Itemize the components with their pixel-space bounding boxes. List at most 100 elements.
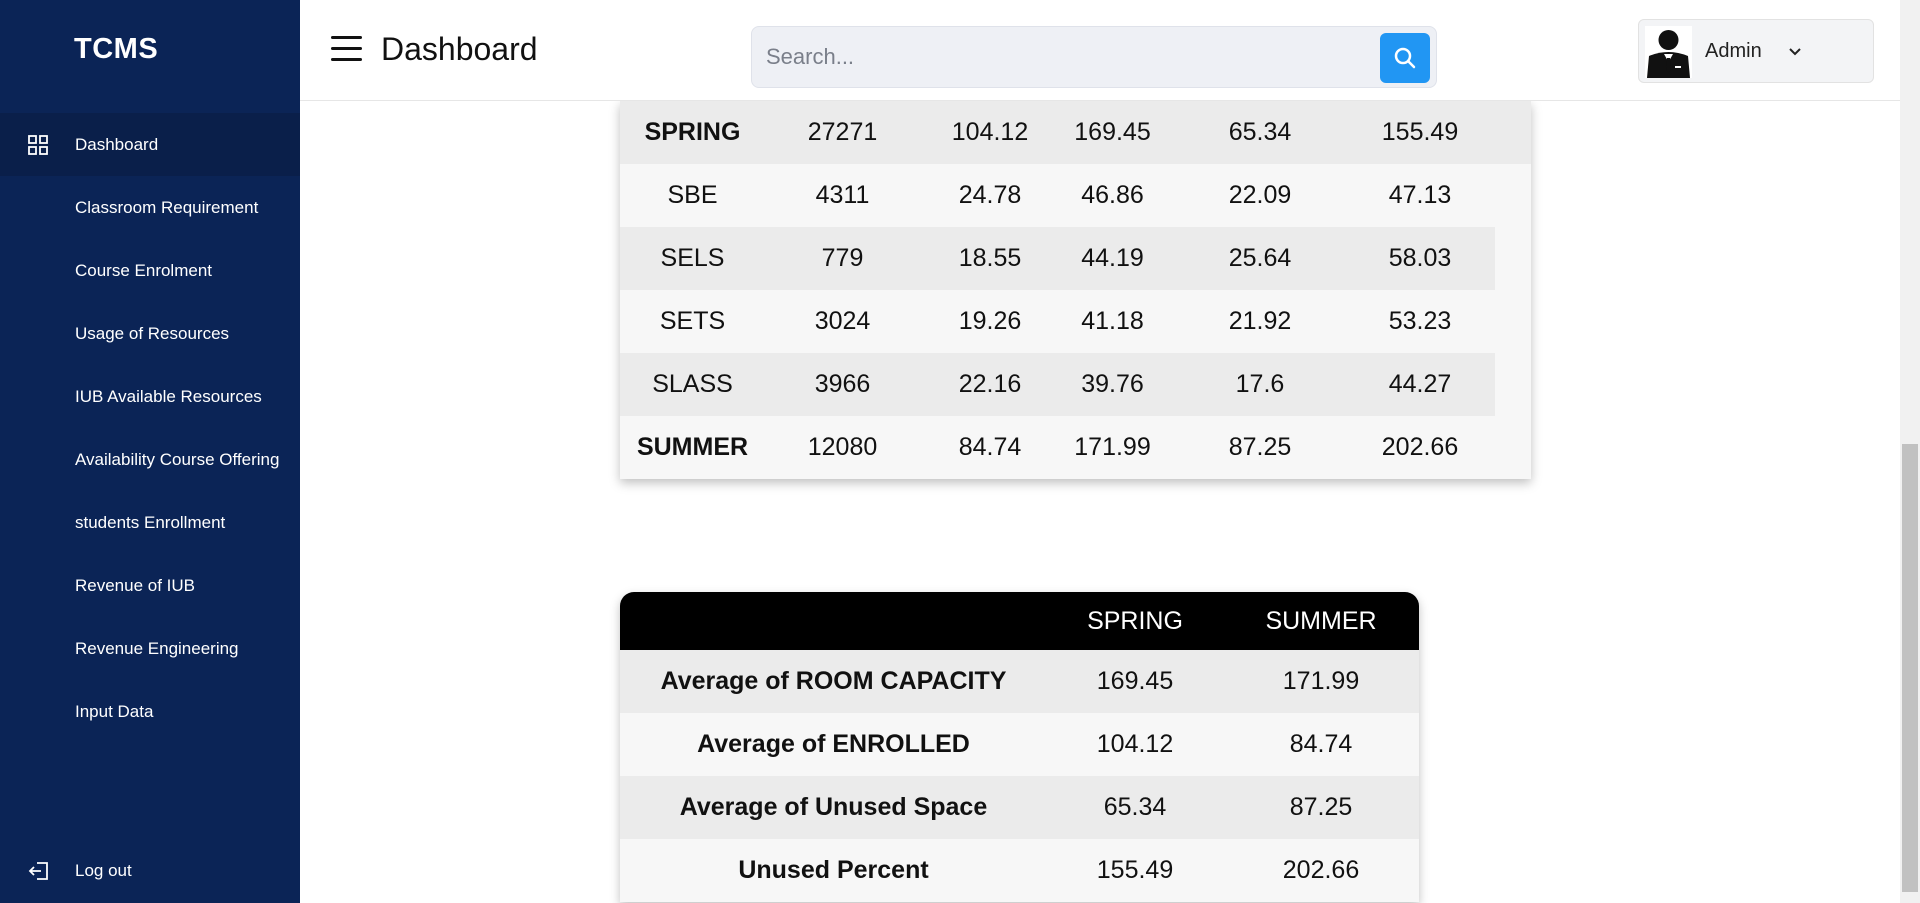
logout-button[interactable]: Log out bbox=[0, 839, 300, 902]
header-cell-spring: SPRING bbox=[1087, 606, 1183, 635]
row-label: SLASS bbox=[652, 370, 733, 398]
spring-value: 155.49 bbox=[1096, 856, 1174, 884]
table-row: Average of Unused Space 65.34 87.25 bbox=[620, 776, 1419, 839]
sidebar-item-revenue-of-iub[interactable]: Revenue of IUB bbox=[0, 554, 300, 617]
sidebar-item-iub-available-resources[interactable]: IUB Available Resources bbox=[0, 365, 300, 428]
logout-label: Log out bbox=[75, 860, 132, 880]
table-cell: 58.03 bbox=[1388, 244, 1452, 272]
table-row: SETS 3024 19.26 41.18 21.92 53.23 bbox=[620, 290, 1531, 353]
table-row: Average of ROOM CAPACITY 169.45 171.99 bbox=[620, 650, 1419, 713]
row-label: SELS bbox=[660, 244, 725, 272]
table-cell: 39.76 bbox=[1081, 370, 1144, 398]
sidebar-menu: Dashboard Classroom Requirement Course E… bbox=[0, 113, 300, 743]
sidebar-item-label: Revenue Engineering bbox=[75, 638, 239, 658]
logout-icon bbox=[28, 861, 48, 880]
table-cell: 22.09 bbox=[1228, 181, 1292, 209]
sidebar-item-input-data[interactable]: Input Data bbox=[0, 680, 300, 743]
summer-value: 202.66 bbox=[1282, 856, 1360, 884]
table-cell: 19.26 bbox=[958, 307, 1022, 335]
user-name: Admin bbox=[1705, 40, 1762, 62]
sidebar-item-label: Dashboard bbox=[75, 134, 159, 154]
sidebar-item-label: Usage of Resources bbox=[75, 323, 230, 343]
sidebar-item-label: Course Enrolment bbox=[75, 260, 213, 280]
search-bar bbox=[751, 26, 1437, 88]
table-cell: 44.27 bbox=[1388, 370, 1452, 398]
table-cell: 18.55 bbox=[958, 244, 1022, 272]
table-row: SUMMER 12080 84.74 171.99 87.25 202.66 bbox=[620, 416, 1531, 479]
semester-summary-table: SPRING SUMMER Average of ROOM CAPACITY 1… bbox=[620, 592, 1419, 902]
table-cell: 12080 bbox=[807, 433, 878, 461]
table-cell: 25.64 bbox=[1228, 244, 1292, 272]
header-cell-summer: SUMMER bbox=[1265, 606, 1377, 635]
row-label: Average of ENROLLED bbox=[697, 730, 970, 758]
brand-logo: TCMS bbox=[74, 33, 159, 65]
summer-value: 171.99 bbox=[1282, 667, 1360, 695]
table-cell: 24.78 bbox=[958, 181, 1022, 209]
row-label: SUMMER bbox=[636, 433, 749, 461]
user-menu[interactable]: Admin bbox=[1638, 19, 1874, 83]
spring-value: 65.34 bbox=[1103, 793, 1167, 821]
scrollbar-thumb[interactable] bbox=[1902, 444, 1918, 892]
table-cell: 84.74 bbox=[958, 433, 1022, 461]
table-cell: 17.6 bbox=[1235, 370, 1285, 398]
sidebar-item-availability-course-offering[interactable]: Availability Course Offering bbox=[0, 428, 300, 491]
page-title: Dashboard bbox=[381, 31, 538, 67]
table-cell: 46.86 bbox=[1081, 181, 1144, 209]
table-cell: 202.66 bbox=[1381, 433, 1459, 461]
table-cell: 169.45 bbox=[1074, 118, 1151, 146]
row-label: SBE bbox=[667, 181, 718, 209]
spring-value: 169.45 bbox=[1096, 667, 1174, 695]
search-icon bbox=[1394, 47, 1416, 69]
row-label: Unused Percent bbox=[738, 856, 929, 884]
grid-icon bbox=[28, 134, 48, 155]
table-cell: 104.12 bbox=[951, 118, 1029, 146]
table-cell: 3024 bbox=[814, 307, 871, 335]
sidebar-item-usage-of-resources[interactable]: Usage of Resources bbox=[0, 302, 300, 365]
sidebar-item-dashboard[interactable]: Dashboard bbox=[0, 113, 300, 176]
avatar bbox=[1645, 26, 1692, 78]
spring-value: 104.12 bbox=[1096, 730, 1174, 758]
summer-value: 84.74 bbox=[1289, 730, 1353, 758]
table-row: SELS 779 18.55 44.19 25.64 58.03 bbox=[620, 227, 1531, 290]
sidebar: TCMS Dashboard Classroom Requirement Cou… bbox=[0, 0, 300, 903]
table-row: SLASS 3966 22.16 39.76 17.6 44.27 bbox=[620, 353, 1531, 416]
table-cell: 47.13 bbox=[1388, 181, 1452, 209]
sidebar-item-label: Availability Course Offering bbox=[75, 449, 280, 469]
top-header: Dashboard Admin bbox=[300, 0, 1900, 101]
row-label: SPRING bbox=[644, 118, 741, 146]
sidebar-item-label: IUB Available Resources bbox=[75, 386, 262, 406]
table-row: Unused Percent 155.49 202.66 bbox=[620, 839, 1419, 902]
sidebar-item-label: Input Data bbox=[75, 701, 154, 721]
table-cell: 22.16 bbox=[958, 370, 1022, 398]
table-cell: 3966 bbox=[814, 370, 871, 398]
row-label: Average of ROOM CAPACITY bbox=[660, 667, 1007, 695]
sidebar-item-students-enrollment[interactable]: students Enrollment bbox=[0, 491, 300, 554]
chevron-down-icon bbox=[1789, 48, 1801, 56]
table-cell: 21.92 bbox=[1228, 307, 1292, 335]
sidebar-item-label: Revenue of IUB bbox=[75, 575, 196, 595]
row-label: Average of Unused Space bbox=[679, 793, 988, 821]
table-cell: 779 bbox=[821, 244, 864, 272]
row-label: SETS bbox=[659, 307, 726, 335]
sidebar-item-course-enrolment[interactable]: Course Enrolment bbox=[0, 239, 300, 302]
summer-value: 87.25 bbox=[1289, 793, 1353, 821]
table-cell: 87.25 bbox=[1228, 433, 1292, 461]
sidebar-item-label: Classroom Requirement bbox=[75, 197, 259, 217]
menu-toggle-icon[interactable] bbox=[331, 36, 362, 62]
table-cell: 27271 bbox=[807, 118, 878, 146]
table-header: SPRING SUMMER bbox=[620, 592, 1419, 650]
table-cell: 41.18 bbox=[1081, 307, 1144, 335]
table-row: Average of ENROLLED 104.12 84.74 bbox=[620, 713, 1419, 776]
table-cell: 44.19 bbox=[1081, 244, 1144, 272]
table-row: SBE 4311 24.78 46.86 22.09 47.13 bbox=[620, 164, 1531, 227]
sidebar-item-revenue-engineering[interactable]: Revenue Engineering bbox=[0, 617, 300, 680]
sidebar-item-label: students Enrollment bbox=[75, 512, 226, 532]
table-cell: 4311 bbox=[815, 181, 870, 209]
table-cell: 53.23 bbox=[1388, 307, 1452, 335]
sidebar-item-classroom-requirement[interactable]: Classroom Requirement bbox=[0, 176, 300, 239]
table-cell: 171.99 bbox=[1074, 433, 1151, 461]
table-row: SPRING 27271 104.12 169.45 65.34 155.49 bbox=[620, 101, 1531, 164]
search-button[interactable] bbox=[1380, 33, 1430, 83]
search-input[interactable] bbox=[766, 27, 1356, 87]
table-cell: 65.34 bbox=[1228, 118, 1292, 146]
